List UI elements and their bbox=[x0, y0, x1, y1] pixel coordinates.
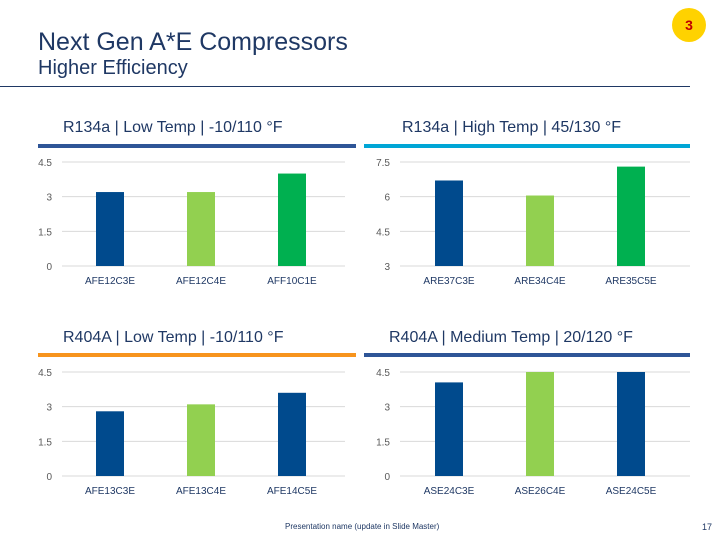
bar-r134a-high-are34c4e bbox=[526, 195, 554, 266]
bar-r404a-medium-ase24c3e bbox=[435, 382, 463, 476]
category-label-r404a-low: AFE13C3E bbox=[85, 486, 135, 497]
title-divider bbox=[0, 86, 690, 87]
bar-r404a-low-afe14c5e bbox=[278, 392, 306, 476]
y-tick-label-r134a-high: 7.5 bbox=[376, 158, 390, 169]
y-tick-label-r404a-low: 1.5 bbox=[38, 437, 52, 448]
footer-text: Presentation name (update in Slide Maste… bbox=[285, 522, 440, 531]
category-label-r134a-high: ARE35C5E bbox=[605, 276, 656, 287]
category-label-r404a-low: AFE14C5E bbox=[267, 486, 317, 497]
y-tick-label-r404a-medium: 4.5 bbox=[376, 368, 390, 379]
y-tick-label-r134a-low: 4.5 bbox=[38, 158, 52, 169]
category-label-r134a-low: AFE12C4E bbox=[176, 276, 226, 287]
chart-underline-r404a-low bbox=[38, 353, 356, 357]
chart-underline-r404a-medium bbox=[364, 353, 690, 357]
chart-underline-r134a-low bbox=[38, 144, 356, 148]
category-label-r404a-medium: ASE26C4E bbox=[515, 486, 566, 497]
bar-r134a-low-afe12c3e bbox=[96, 192, 124, 266]
category-label-r404a-low: AFE13C4E bbox=[176, 486, 226, 497]
y-tick-label-r134a-low: 1.5 bbox=[38, 227, 52, 238]
category-label-r134a-high: ARE37C3E bbox=[423, 276, 474, 287]
y-tick-label-r134a-high: 4.5 bbox=[376, 227, 390, 238]
category-label-r404a-medium: ASE24C3E bbox=[424, 486, 475, 497]
page-title: Next Gen A*E Compressors bbox=[38, 28, 348, 56]
y-tick-label-r134a-low: 0 bbox=[46, 262, 52, 273]
chart-title-r134a-high: R134a | High Temp | 45/130 °F bbox=[402, 119, 621, 136]
category-label-r134a-high: ARE34C4E bbox=[514, 276, 565, 287]
y-tick-label-r404a-medium: 0 bbox=[384, 472, 390, 483]
page-number: 17 bbox=[702, 522, 713, 532]
y-tick-label-r134a-high: 6 bbox=[384, 193, 390, 204]
bar-r404a-low-afe13c4e bbox=[187, 404, 215, 476]
page-subtitle: Higher Efficiency bbox=[38, 57, 188, 79]
chart-title-r404a-medium: R404A | Medium Temp | 20/120 °F bbox=[389, 329, 633, 346]
category-label-r134a-low: AFF10C1E bbox=[267, 276, 317, 287]
y-tick-label-r134a-low: 3 bbox=[46, 193, 52, 204]
chart-title-r404a-low: R404A | Low Temp | -10/110 °F bbox=[63, 329, 284, 346]
bar-r134a-low-afe12c4e bbox=[187, 192, 215, 266]
y-tick-label-r404a-medium: 1.5 bbox=[376, 437, 390, 448]
category-label-r404a-medium: ASE24C5E bbox=[606, 486, 657, 497]
y-tick-label-r134a-high: 3 bbox=[384, 262, 390, 273]
y-tick-label-r404a-medium: 3 bbox=[384, 403, 390, 414]
bar-r404a-low-afe13c3e bbox=[96, 411, 124, 476]
bar-r134a-high-are35c5e bbox=[617, 166, 645, 266]
y-tick-label-r404a-low: 4.5 bbox=[38, 368, 52, 379]
chart-title-r134a-low: R134a | Low Temp | -10/110 °F bbox=[63, 119, 283, 136]
bar-r404a-medium-ase24c5e bbox=[617, 372, 645, 476]
page-badge: 3 bbox=[672, 8, 706, 42]
bar-r134a-high-are37c3e bbox=[435, 180, 463, 266]
y-tick-label-r404a-low: 3 bbox=[46, 403, 52, 414]
y-tick-label-r404a-low: 0 bbox=[46, 472, 52, 483]
bar-r404a-medium-ase26c4e bbox=[526, 372, 554, 476]
chart-underline-r134a-high bbox=[364, 144, 690, 148]
category-label-r134a-low: AFE12C3E bbox=[85, 276, 135, 287]
bar-r134a-low-aff10c1e bbox=[278, 173, 306, 266]
